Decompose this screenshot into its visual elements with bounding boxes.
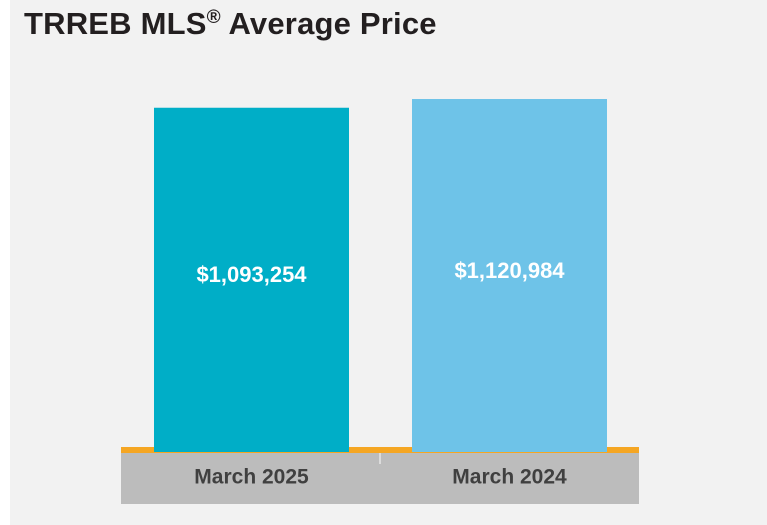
registered-mark: ® [206, 7, 221, 28]
value-label: $1,120,984 [454, 258, 565, 283]
bar-march-2025 [154, 107, 349, 452]
category-label: March 2024 [452, 466, 567, 489]
title-rest: Average Price [220, 6, 437, 41]
value-labels: $1,093,254 $1,120,984 [196, 258, 565, 287]
value-label: $1,093,254 [196, 262, 307, 287]
category-labels: March 2025 March 2024 [194, 466, 567, 489]
chart-panel [10, 0, 767, 525]
baseline-line [121, 447, 639, 453]
title-text: TRREB MLS [24, 6, 207, 41]
bar-march-2024 [412, 99, 607, 453]
bars-group [154, 99, 607, 453]
category-label: March 2025 [194, 466, 309, 489]
chart-title: TRREB MLS® Average Price [24, 6, 437, 42]
